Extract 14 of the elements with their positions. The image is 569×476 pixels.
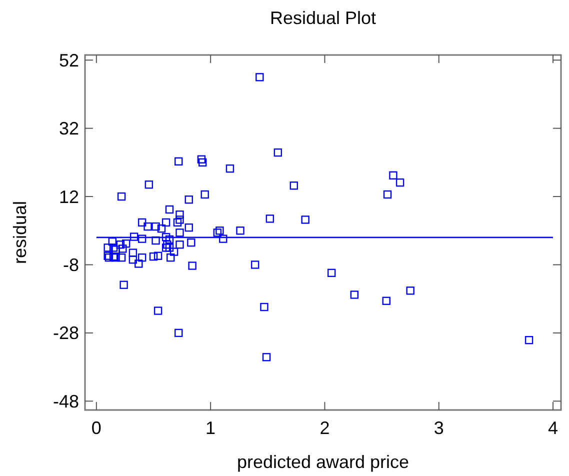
chart-title: Residual Plot	[270, 8, 376, 28]
x-tick-label: 2	[320, 418, 330, 438]
x-axis-title: predicted award price	[236, 452, 410, 472]
y-tick-label: 32	[58, 118, 79, 139]
y-tick-label: 52	[58, 50, 79, 70]
x-tick-label: 3	[434, 418, 444, 438]
y-tick-label: -28	[52, 323, 79, 344]
y-tick-label: -48	[52, 391, 79, 412]
x-tick-label: 4	[548, 418, 558, 438]
y-axis-title: residual	[10, 200, 30, 264]
y-tick-label: 12	[58, 186, 79, 207]
x-tick-label: 1	[206, 418, 216, 438]
y-tick-label: -8	[62, 255, 79, 276]
x-tick-label: 0	[91, 418, 102, 438]
